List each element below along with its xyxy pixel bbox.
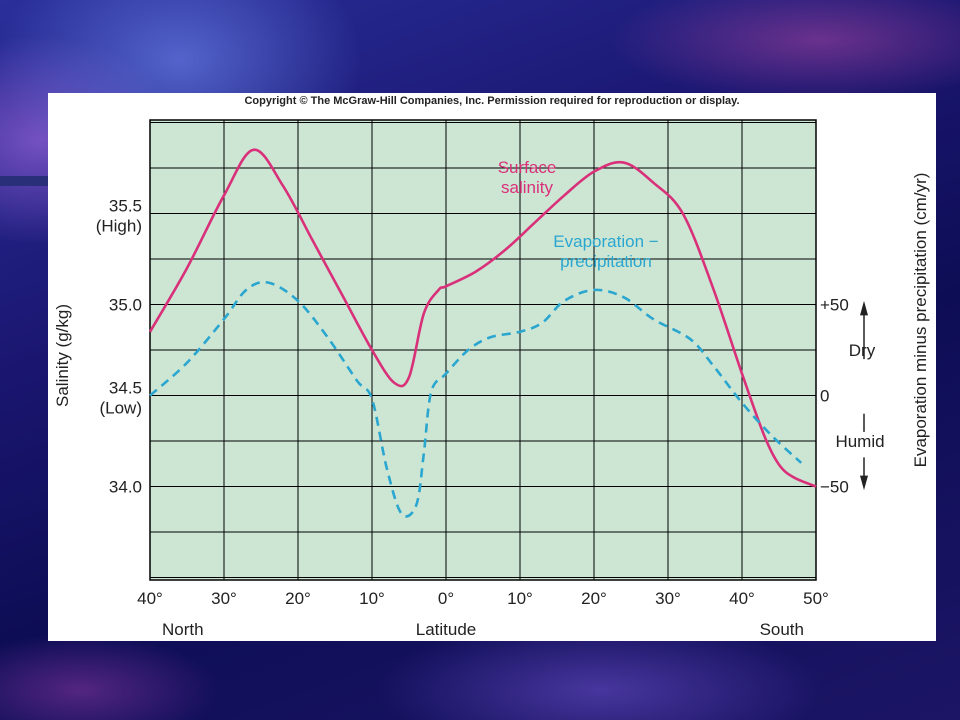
y-tick-label: 35.0 (109, 296, 142, 315)
y2-tick-label: +50 (820, 296, 849, 315)
surface-salinity-line (148, 148, 817, 488)
y-axis-title: Salinity (g/kg) (53, 304, 72, 407)
x-tick-label: 30° (211, 589, 237, 608)
x-tick-label: 10° (507, 589, 533, 608)
y-tick-label: (Low) (99, 399, 142, 418)
surface-salinity-label: Surface (498, 158, 557, 177)
evaporation-label: precipitation (560, 252, 652, 271)
y2-tick-label: 0 (820, 387, 829, 406)
y2-axis-title: Evaporation minus precipitation (cm/yr) (911, 173, 930, 468)
x-axis-title: Latitude (416, 620, 477, 639)
y-tick-label: 34.5 (109, 379, 142, 398)
evaporation-label: Evaporation − (553, 232, 658, 251)
dry-label: Dry (849, 341, 876, 360)
evaporation-precipitation-line (149, 280, 803, 518)
south-label: South (760, 620, 804, 639)
y-tick-label: 34.0 (109, 478, 142, 497)
dry-arrow-head (860, 300, 868, 316)
x-tick-label: 40° (729, 589, 755, 608)
x-tick-label: 0° (438, 589, 454, 608)
y-tick-label: 35.5 (109, 197, 142, 216)
y-tick-label: (High) (96, 217, 142, 236)
humid-label: Humid (835, 432, 884, 451)
x-tick-label: 50° (803, 589, 829, 608)
copyright-notice: Copyright © The McGraw-Hill Companies, I… (244, 95, 740, 107)
x-tick-label: 20° (285, 589, 311, 608)
plot-frame (149, 119, 817, 581)
slide-accent-bar (0, 176, 48, 186)
north-label: North (162, 620, 204, 639)
x-tick-label: 30° (655, 589, 681, 608)
x-tick-label: 40° (137, 589, 163, 608)
surface-salinity-label: salinity (501, 178, 553, 197)
figure-panel: Copyright © The McGraw-Hill Companies, I… (48, 93, 936, 641)
x-tick-label: 20° (581, 589, 607, 608)
y2-tick-label: −50 (820, 478, 849, 497)
humid-arrow-head (860, 475, 868, 491)
x-tick-label: 10° (359, 589, 385, 608)
